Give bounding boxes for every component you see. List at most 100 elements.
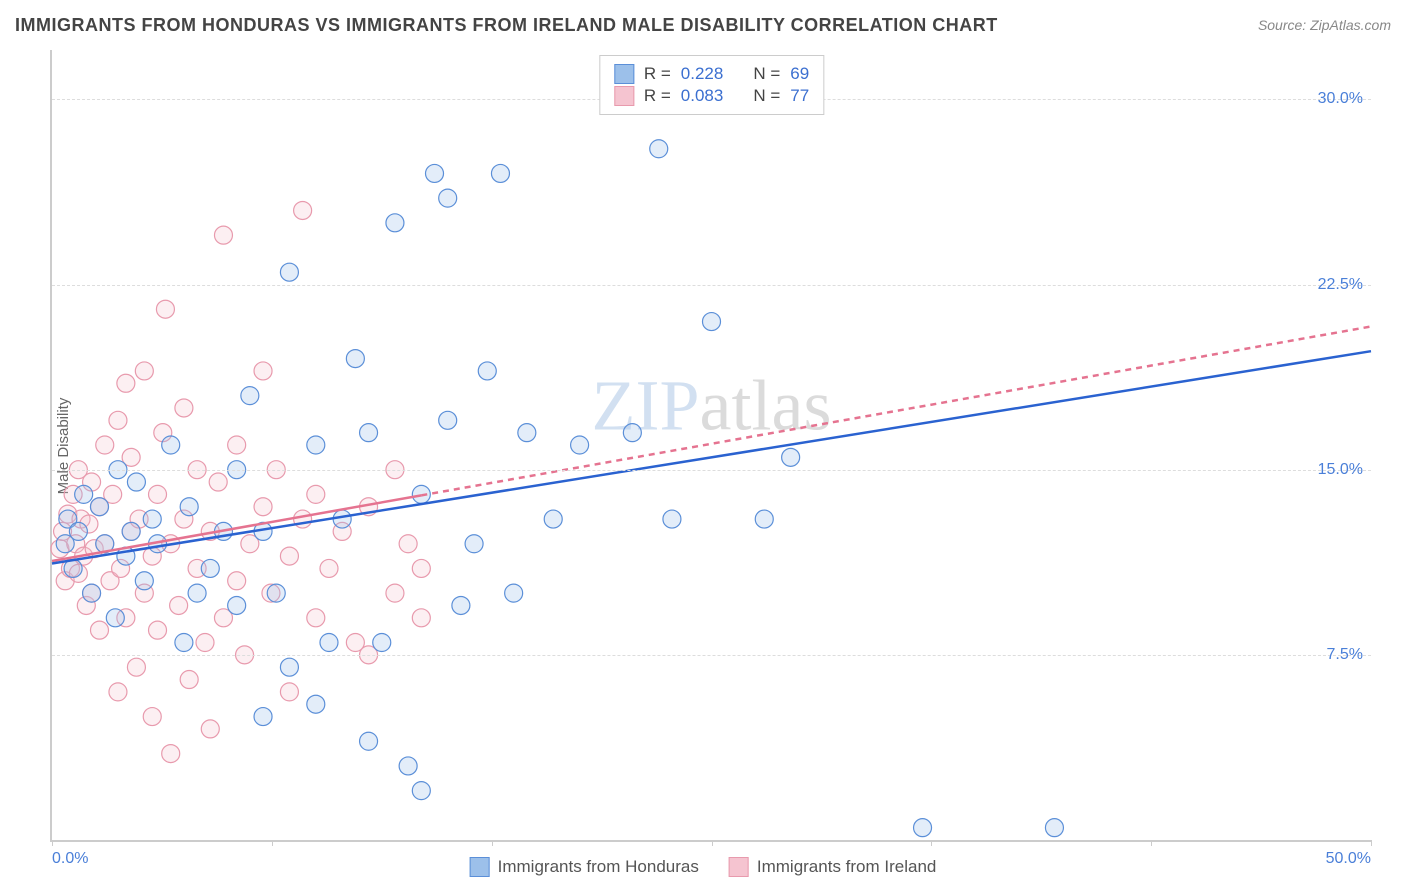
series-legend: Immigrants from Honduras Immigrants from… [470, 857, 937, 877]
correlation-legend: R = 0.228 N = 69 R = 0.083 N = 77 [599, 55, 824, 115]
x-tick-mark [712, 840, 713, 846]
legend-row-ireland: R = 0.083 N = 77 [614, 86, 809, 106]
scatter-point [478, 362, 496, 380]
scatter-point [162, 745, 180, 763]
scatter-plot-svg [52, 50, 1371, 840]
scatter-point [280, 683, 298, 701]
scatter-point [156, 300, 174, 318]
scatter-point [360, 732, 378, 750]
scatter-point [267, 584, 285, 602]
scatter-point [346, 350, 364, 368]
scatter-point [109, 411, 127, 429]
y-tick-label: 22.5% [1318, 276, 1363, 294]
x-tick-mark [492, 840, 493, 846]
scatter-point [307, 609, 325, 627]
scatter-point [90, 621, 108, 639]
scatter-point [650, 140, 668, 158]
scatter-point [439, 411, 457, 429]
scatter-point [149, 485, 167, 503]
scatter-point [703, 313, 721, 331]
r-label: R = [644, 86, 671, 106]
x-tick-mark [1151, 840, 1152, 846]
x-tick-mark [272, 840, 273, 846]
scatter-point [280, 658, 298, 676]
scatter-point [412, 609, 430, 627]
x-tick-mark [931, 840, 932, 846]
legend-row-honduras: R = 0.228 N = 69 [614, 64, 809, 84]
scatter-point [170, 596, 188, 614]
scatter-point [307, 485, 325, 503]
swatch-ireland [729, 857, 749, 877]
scatter-point [241, 387, 259, 405]
trend-line [52, 351, 1371, 563]
source-label: Source: ZipAtlas.com [1258, 17, 1391, 33]
scatter-point [426, 164, 444, 182]
scatter-point [623, 424, 641, 442]
scatter-point [254, 362, 272, 380]
scatter-point [127, 473, 145, 491]
scatter-point [914, 819, 932, 837]
scatter-point [491, 164, 509, 182]
scatter-point [571, 436, 589, 454]
scatter-point [452, 596, 470, 614]
scatter-point [544, 510, 562, 528]
scatter-point [228, 572, 246, 590]
scatter-point [106, 609, 124, 627]
scatter-point [280, 547, 298, 565]
scatter-point [386, 214, 404, 232]
n-label: N = [753, 64, 780, 84]
scatter-point [307, 695, 325, 713]
scatter-point [180, 671, 198, 689]
gridline [52, 655, 1371, 656]
scatter-point [90, 498, 108, 516]
x-tick-min: 0.0% [52, 850, 88, 868]
scatter-point [663, 510, 681, 528]
scatter-point [162, 436, 180, 454]
scatter-point [117, 374, 135, 392]
scatter-point [149, 621, 167, 639]
scatter-point [214, 226, 232, 244]
n-value-ireland: 77 [790, 86, 809, 106]
scatter-point [83, 584, 101, 602]
scatter-point [228, 436, 246, 454]
scatter-point [412, 559, 430, 577]
scatter-point [188, 584, 206, 602]
x-tick-mark [1371, 840, 1372, 846]
scatter-point [180, 498, 198, 516]
gridline [52, 470, 1371, 471]
scatter-point [201, 559, 219, 577]
y-tick-label: 30.0% [1318, 90, 1363, 108]
legend-label-ireland: Immigrants from Ireland [757, 857, 937, 877]
scatter-point [1045, 819, 1063, 837]
scatter-point [143, 510, 161, 528]
scatter-point [75, 485, 93, 503]
r-label: R = [644, 64, 671, 84]
scatter-point [320, 634, 338, 652]
scatter-point [69, 522, 87, 540]
y-tick-label: 15.0% [1318, 461, 1363, 479]
scatter-point [209, 473, 227, 491]
scatter-point [122, 522, 140, 540]
scatter-point [135, 362, 153, 380]
scatter-point [386, 584, 404, 602]
y-tick-label: 7.5% [1327, 646, 1363, 664]
legend-label-honduras: Immigrants from Honduras [498, 857, 699, 877]
scatter-point [196, 634, 214, 652]
scatter-point [135, 572, 153, 590]
scatter-point [254, 708, 272, 726]
scatter-point [201, 720, 219, 738]
scatter-point [782, 448, 800, 466]
n-label: N = [753, 86, 780, 106]
scatter-point [412, 782, 430, 800]
x-tick-max: 50.0% [1326, 850, 1371, 868]
swatch-ireland [614, 86, 634, 106]
scatter-point [96, 436, 114, 454]
scatter-point [399, 535, 417, 553]
n-value-honduras: 69 [790, 64, 809, 84]
scatter-point [505, 584, 523, 602]
scatter-point [143, 708, 161, 726]
scatter-point [175, 634, 193, 652]
gridline [52, 285, 1371, 286]
chart-title: IMMIGRANTS FROM HONDURAS VS IMMIGRANTS F… [15, 15, 998, 36]
scatter-point [360, 424, 378, 442]
